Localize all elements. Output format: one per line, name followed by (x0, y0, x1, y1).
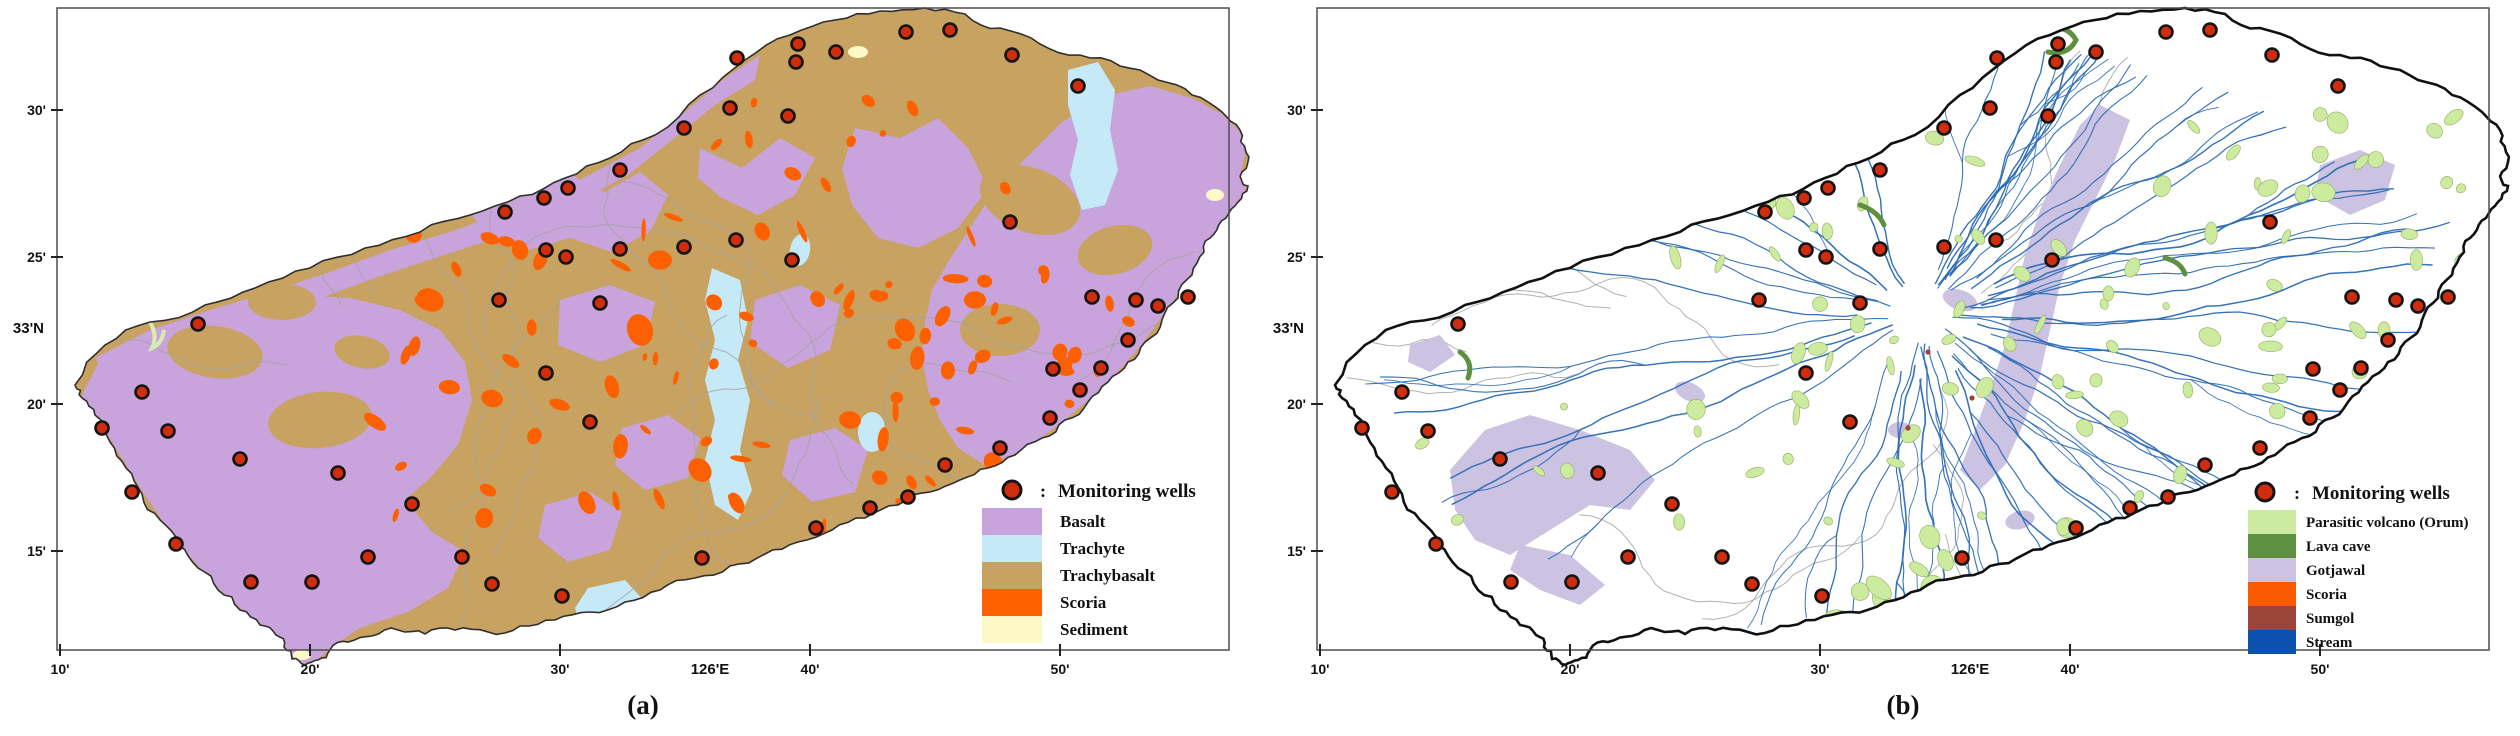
y-tick-20: 20' (27, 396, 46, 412)
x-axis (1319, 644, 2321, 656)
legend-label-scoria: Scoria (2306, 587, 2347, 603)
x-tick-40: 40' (2061, 661, 2080, 677)
x-tick-10: 10' (51, 661, 70, 677)
monitoring-well-icon (2254, 481, 2276, 503)
map-panel-b: 10' 20' 30' 126'E 40' 50' 30' 25' 33'N 2… (1260, 0, 2520, 736)
map-panel-a: 10' 20' 30' 126'E 40' 50' 30' 25' 33'N 2… (13, 7, 1250, 720)
x-axis-label: 126'E (691, 661, 730, 678)
y-tick-30: 30' (27, 102, 46, 118)
legend-swatch-scoria (2248, 582, 2296, 606)
y-tick-15: 15' (27, 543, 46, 559)
legend-swatch-gotjawal (2248, 558, 2296, 582)
y-axis (51, 109, 63, 552)
y-axis (1311, 109, 1323, 552)
x-tick-20: 20' (1561, 661, 1580, 677)
legend-swatch-trachyte (982, 535, 1042, 562)
map-frame (56, 7, 1230, 651)
y-axis-label: 33'N (1273, 320, 1304, 337)
y-tick-25: 25' (27, 249, 46, 265)
x-tick-30: 30' (551, 661, 570, 677)
legend-label-basalt: Basalt (1060, 512, 1106, 531)
geology-map-svg: 10' 20' 30' 126'E 40' 50' 30' 25' 33'N 2… (13, 7, 1250, 720)
y-tick-15: 15' (1287, 543, 1306, 559)
legend-label-stream: Stream (2306, 635, 2353, 651)
legend-label-gotjawal: Gotjawal (2306, 563, 2365, 579)
legend-swatch-orum (2248, 510, 2296, 534)
panel-b-caption: (b) (1887, 690, 1920, 720)
legend-label-trachyte: Trachyte (1060, 539, 1125, 558)
x-axis-label: 126'E (1951, 661, 1990, 678)
legend-swatch-sediment (982, 616, 1042, 643)
legend-colon: : (2294, 483, 2300, 503)
legend-wells-label: Monitoring wells (2312, 483, 2450, 504)
legend-swatch-lava-cave (2248, 534, 2296, 558)
legend-label-trachybasalt: Trachybasalt (1060, 566, 1155, 585)
legend-swatch-trachybasalt (982, 562, 1042, 589)
x-tick-50: 50' (2311, 661, 2330, 677)
legend-b: : Monitoring wells Parasitic volcano (Or… (2248, 481, 2468, 654)
legend-label-scoria: Scoria (1060, 593, 1107, 612)
x-axis (59, 644, 1061, 656)
y-axis-label: 33'N (13, 320, 44, 337)
hydrology-map-art (1333, 6, 2511, 667)
legend-label-orum: Parasitic volcano (Orum) (2306, 515, 2468, 531)
x-tick-40: 40' (801, 661, 820, 677)
map-frame (1316, 7, 2490, 651)
legend-label-sediment: Sediment (1060, 620, 1128, 639)
x-tick-50: 50' (1051, 661, 1070, 677)
hydrology-map-svg: 10' 20' 30' 126'E 40' 50' 30' 25' 33'N 2… (1273, 6, 2511, 720)
x-tick-30: 30' (1811, 661, 1830, 677)
legend-swatch-scoria (982, 589, 1042, 616)
legend-wells-label: Monitoring wells (1058, 481, 1196, 502)
y-tick-20: 20' (1287, 396, 1306, 412)
legend-colon: : (1040, 481, 1046, 501)
panel-a-caption: (a) (627, 690, 658, 720)
y-tick-30: 30' (1287, 102, 1306, 118)
legend-a: : Monitoring wells Basalt Trachyte Trach… (982, 479, 1196, 643)
legend-swatch-stream (2248, 630, 2296, 654)
legend-label-sumgol: Sumgol (2306, 611, 2354, 627)
legend-swatch-basalt (982, 508, 1042, 535)
monitoring-well-icon (1001, 479, 1023, 501)
x-tick-10: 10' (1311, 661, 1330, 677)
legend-label-lava-cave: Lava cave (2306, 539, 2371, 555)
legend-swatch-sumgol (2248, 606, 2296, 630)
y-tick-25: 25' (1287, 249, 1306, 265)
x-tick-20: 20' (301, 661, 320, 677)
